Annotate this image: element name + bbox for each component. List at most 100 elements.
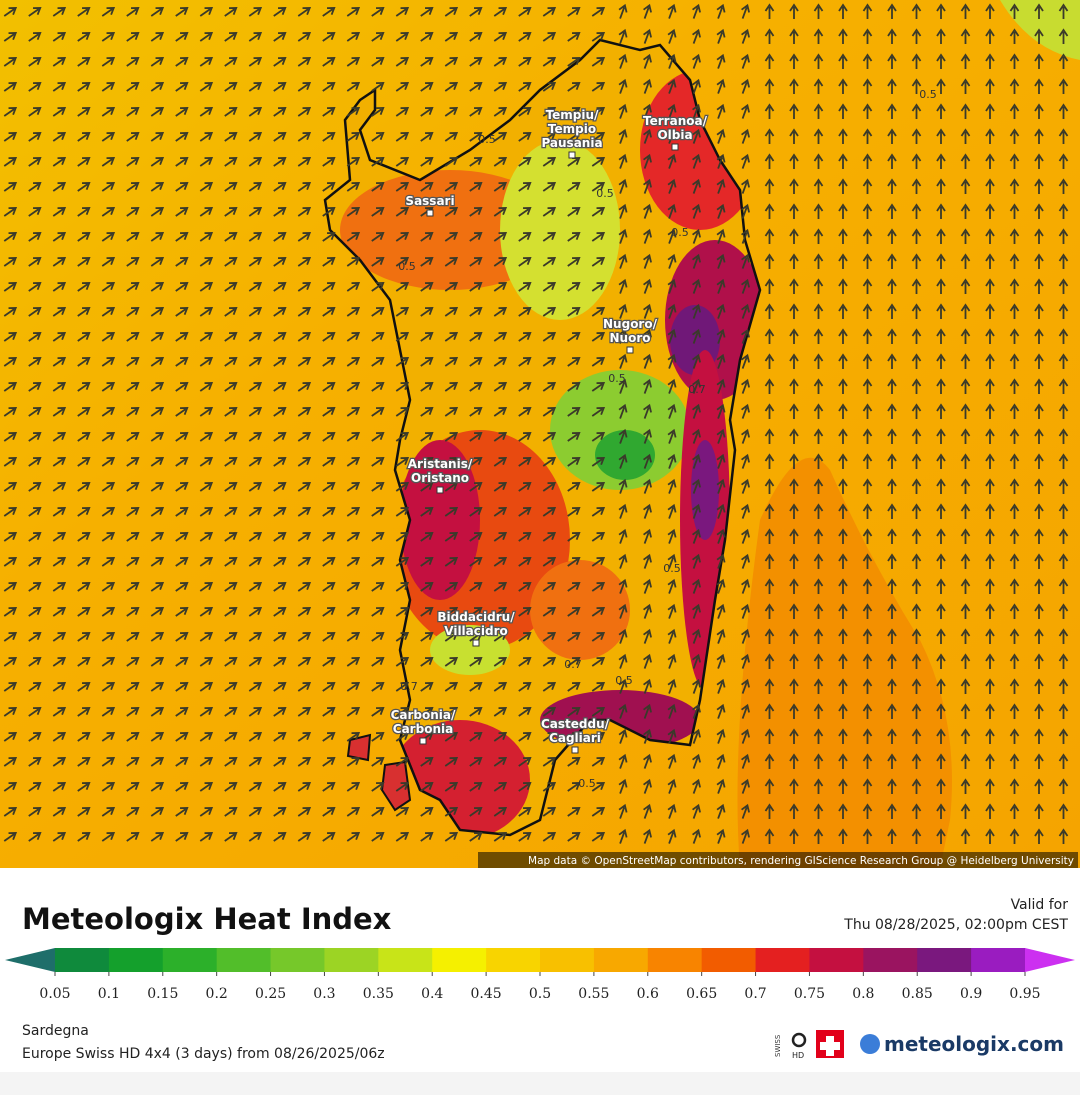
- wind-arrow: [518, 282, 532, 292]
- wind-arrow: [52, 482, 67, 492]
- wind-arrow: [322, 582, 336, 592]
- wind-arrow: [469, 257, 483, 267]
- wind-arrow: [469, 632, 483, 642]
- arrow-shape: [77, 682, 91, 692]
- wind-arrow: [469, 32, 483, 42]
- wind-arrow: [395, 532, 410, 542]
- arrow-shape: [52, 657, 67, 667]
- wind-arrow: [618, 303, 628, 319]
- arrow-shape: [936, 78, 946, 94]
- arrow-shape: [77, 807, 91, 817]
- wind-arrow: [371, 682, 385, 692]
- wind-arrow: [838, 53, 848, 69]
- arrow-shape: [3, 57, 18, 67]
- arrow-shape: [936, 353, 946, 369]
- arrow-shape: [150, 157, 165, 167]
- wind-arrow: [741, 228, 750, 244]
- wind-arrow: [789, 303, 799, 319]
- wind-arrow: [322, 557, 336, 567]
- arrow-shape: [542, 832, 557, 842]
- wind-arrow: [3, 532, 18, 542]
- arrow-shape: [444, 482, 459, 492]
- arrow-shape: [493, 107, 508, 117]
- wind-arrow: [126, 382, 140, 392]
- wind-arrow: [1058, 3, 1069, 19]
- wind-arrow: [667, 228, 677, 244]
- wind-arrow: [395, 507, 410, 517]
- arrow-shape: [567, 232, 581, 242]
- wind-arrow: [126, 782, 140, 792]
- arrow-shape: [789, 403, 799, 419]
- wind-arrow: [1034, 228, 1044, 244]
- arrow-shape: [764, 103, 775, 119]
- arrow-shape: [911, 678, 922, 694]
- arrow-shape: [77, 482, 91, 492]
- wind-arrow: [493, 32, 508, 42]
- arrow-shape: [813, 178, 824, 194]
- arrow-shape: [175, 782, 189, 792]
- wind-arrow: [371, 157, 385, 167]
- arrow-shape: [248, 182, 263, 192]
- arrow-shape: [741, 303, 750, 319]
- wind-arrow: [395, 807, 410, 817]
- arrow-shape: [887, 478, 897, 494]
- arrow-shape: [789, 628, 799, 644]
- wind-arrow: [716, 503, 726, 519]
- wind-arrow: [248, 382, 263, 392]
- wind-arrow: [985, 428, 995, 444]
- arrow-shape: [813, 328, 824, 344]
- wind-arrow: [175, 607, 189, 617]
- arrow-shape: [101, 782, 116, 792]
- arrow-shape: [395, 657, 410, 667]
- arrow-shape: [150, 7, 165, 17]
- arrow-shape: [667, 153, 677, 169]
- wind-arrow: [518, 82, 532, 92]
- wind-arrow: [346, 407, 361, 417]
- arrow-shape: [3, 607, 18, 617]
- arrow-shape: [960, 278, 971, 294]
- wind-arrow: [692, 578, 701, 594]
- arrow-shape: [101, 507, 116, 517]
- wind-arrow: [1009, 603, 1020, 619]
- arrow-shape: [741, 578, 750, 594]
- wind-arrow: [248, 357, 263, 367]
- wind-arrow: [692, 478, 701, 494]
- arrow-shape: [273, 107, 287, 117]
- arrow-shape: [224, 732, 238, 742]
- wind-arrow: [150, 207, 165, 217]
- valid-time: Thu 08/28/2025, 02:00pm CEST: [843, 917, 1068, 933]
- wind-arrow: [667, 153, 677, 169]
- arrow-shape: [813, 478, 824, 494]
- wind-arrow: [1034, 328, 1044, 344]
- wind-arrow: [716, 3, 726, 19]
- wind-arrow: [126, 607, 140, 617]
- arrow-shape: [297, 82, 312, 92]
- wind-arrow: [838, 78, 848, 94]
- arrow-shape: [667, 278, 677, 294]
- arrow-shape: [444, 232, 459, 242]
- arrow-shape: [813, 78, 824, 94]
- arrow-shape: [960, 628, 971, 644]
- wind-arrow: [28, 182, 42, 192]
- arrow-shape: [716, 3, 726, 19]
- wind-arrow: [764, 553, 775, 569]
- wind-arrow: [371, 832, 385, 842]
- arrow-shape: [813, 753, 824, 769]
- wind-arrow: [692, 728, 701, 744]
- wind-arrow: [28, 107, 42, 117]
- arrow-shape: [911, 653, 922, 669]
- wind-arrow: [150, 657, 165, 667]
- wind-arrow: [838, 278, 848, 294]
- wind-arrow: [667, 678, 677, 694]
- wind-arrow: [52, 132, 67, 142]
- wind-arrow: [52, 732, 67, 742]
- arrow-shape: [297, 582, 312, 592]
- wind-arrow: [1058, 803, 1069, 819]
- wind-arrow: [887, 528, 897, 544]
- wind-arrow: [297, 407, 312, 417]
- contour-label: 0.7: [400, 680, 418, 693]
- wind-arrow: [985, 278, 995, 294]
- arrow-shape: [1034, 228, 1044, 244]
- wind-arrow: [371, 332, 385, 342]
